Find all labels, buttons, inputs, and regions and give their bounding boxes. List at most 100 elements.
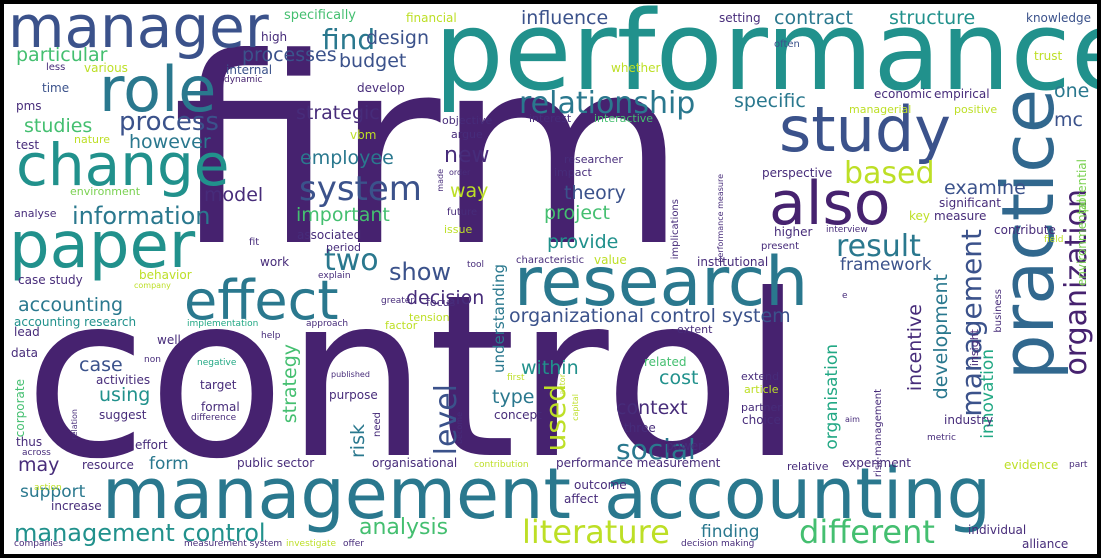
word: evidence — [1004, 458, 1059, 472]
word: particular — [16, 44, 108, 66]
word: project — [544, 202, 610, 224]
word: type — [492, 386, 535, 408]
word: explain — [318, 271, 351, 281]
word: relationship — [519, 86, 696, 121]
word: may — [18, 454, 60, 476]
word: firm — [172, 4, 688, 303]
word: tension — [409, 311, 450, 324]
word: higher — [774, 225, 813, 239]
word: alliance — [1022, 537, 1069, 551]
word: performance measure — [716, 174, 725, 263]
word: show — [389, 258, 452, 286]
word: difference — [191, 413, 237, 423]
word: processes — [242, 44, 337, 66]
word: across — [22, 448, 51, 458]
word: positive — [954, 103, 998, 116]
word: risk — [347, 424, 369, 458]
word-cloud: firm control performance management acco… — [4, 4, 1097, 554]
word: fit — [249, 237, 260, 248]
word: organizational control system — [509, 305, 791, 327]
word: specifically — [284, 8, 357, 23]
word: corporate — [13, 379, 27, 438]
word: knowledge — [1026, 11, 1092, 25]
word: less — [46, 62, 66, 73]
word: internal — [226, 63, 273, 77]
word: studies — [24, 115, 93, 137]
word: need — [372, 412, 383, 437]
word: approach — [306, 319, 349, 329]
word: work — [260, 255, 290, 269]
word: interest — [529, 112, 572, 125]
word: researcher — [564, 153, 623, 166]
word: however — [129, 131, 211, 153]
word: mc — [1054, 109, 1083, 131]
word: perspective — [762, 166, 833, 180]
word: accounting — [604, 453, 992, 535]
word: important — [296, 204, 390, 226]
word: concept — [494, 408, 542, 422]
word: different — [799, 513, 935, 551]
word: effect — [184, 269, 339, 332]
word: field — [1044, 235, 1064, 245]
word: case — [79, 354, 123, 376]
word: two — [324, 243, 379, 278]
word: interview — [826, 225, 868, 235]
word: insight — [968, 329, 981, 367]
word: finding — [701, 522, 760, 542]
word: structure — [889, 7, 976, 29]
word: implementation — [187, 319, 259, 329]
word: influence — [521, 7, 609, 29]
word: significant — [939, 196, 1001, 210]
word: made — [436, 169, 445, 192]
word: process — [119, 107, 219, 137]
word: resource — [82, 458, 134, 472]
word: experiment — [842, 456, 911, 470]
word: organisation — [822, 344, 842, 450]
word: power — [666, 439, 704, 453]
word: vbm — [350, 128, 377, 142]
word: organisational — [372, 456, 458, 470]
word: individual — [968, 523, 1027, 537]
word: management control — [14, 519, 266, 547]
word: outcome — [574, 478, 627, 492]
word: characteristic — [516, 255, 585, 266]
word: cost — [659, 367, 699, 389]
word: managerial — [849, 103, 912, 116]
word: value — [594, 253, 627, 267]
word: research — [514, 243, 809, 322]
word: control — [24, 247, 804, 509]
word: management — [102, 453, 571, 535]
word: study — [779, 93, 951, 166]
word: action — [34, 483, 62, 493]
word: contribution — [474, 460, 529, 470]
word: setting — [719, 11, 761, 25]
word: theory — [564, 182, 626, 204]
word: three — [624, 421, 656, 435]
word: measure — [934, 209, 987, 223]
word: institutional — [697, 255, 769, 269]
word: performance — [434, 4, 1097, 115]
word: companies — [14, 539, 63, 549]
word: various — [84, 61, 128, 75]
word: accounting research — [14, 315, 137, 329]
word: result — [836, 229, 921, 264]
word: implications — [670, 199, 681, 260]
word: environment — [70, 185, 141, 198]
word: extent — [677, 323, 713, 336]
word: relative — [787, 460, 829, 473]
word: paper — [9, 209, 196, 283]
word: accounting — [18, 294, 124, 316]
word: period — [326, 241, 362, 254]
word: e — [842, 291, 848, 301]
word: trust — [1034, 49, 1063, 63]
word: find — [322, 23, 376, 56]
word: decision making — [681, 539, 755, 549]
word: framework — [840, 255, 932, 275]
word: negative — [197, 358, 237, 368]
word: interactive — [594, 112, 654, 125]
word: examine — [944, 177, 1026, 199]
word: investigate — [286, 539, 337, 549]
word: choice — [742, 413, 781, 427]
word: pms — [16, 99, 42, 113]
